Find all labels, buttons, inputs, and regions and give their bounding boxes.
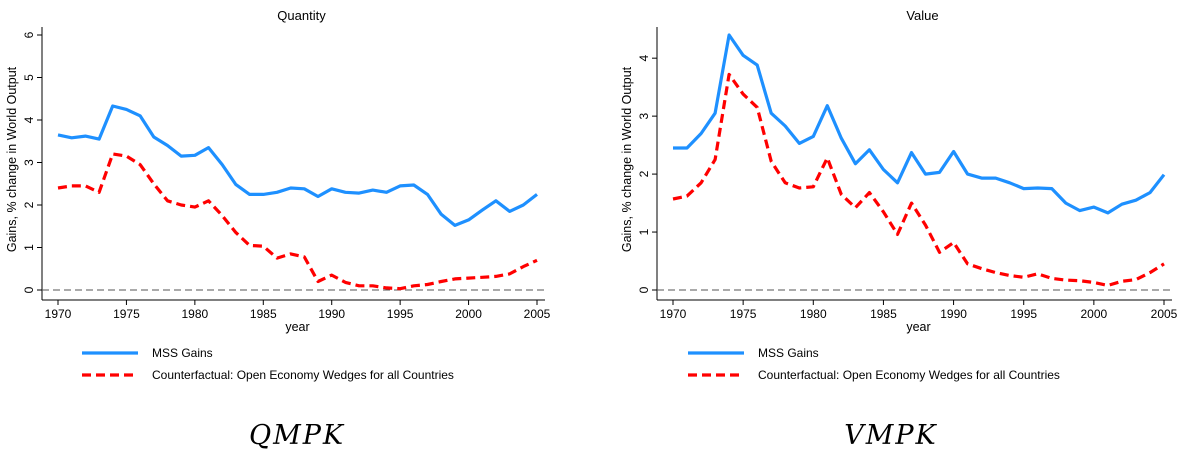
x-tick-label: 1970 <box>45 307 72 321</box>
caption-qmpk: QMPK <box>248 420 346 451</box>
legend-label: MSS Gains <box>152 346 213 360</box>
x-axis-label: year <box>285 320 309 334</box>
chart-panel-quantity: Quantity 0 1 2 3 4 5 6 1970 1975 1980 1985 1990 1995 2… <box>5 8 551 451</box>
x-tick-label: 1990 <box>318 307 345 321</box>
y-tick-label: 1 <box>637 228 651 235</box>
x-tick-label: 1995 <box>1010 307 1037 321</box>
x-tick-label: 1985 <box>870 307 897 321</box>
y-tick-label: 2 <box>22 201 36 208</box>
x-tick-label: 1980 <box>182 307 209 321</box>
y-axis-label: Gains, % change in World Output <box>620 66 634 252</box>
x-tick-label: 1975 <box>730 307 757 321</box>
x-tick-label: 1975 <box>113 307 140 321</box>
chart-title: Quantity <box>277 8 326 23</box>
chart-panel-value: Value 0 1 2 3 4 1970 1975 1980 1985 1990 1995 2000 20… <box>594 0 1188 461</box>
y-tick-label: 0 <box>22 286 36 293</box>
y-tick-label: 6 <box>22 31 36 38</box>
x-tick-label: 2000 <box>1081 307 1108 321</box>
series-line-mss-gains <box>673 33 1166 215</box>
y-tick-label: 0 <box>637 286 651 293</box>
x-tick-label: 2005 <box>524 307 551 321</box>
legend-label: MSS Gains <box>758 346 819 360</box>
y-tick-label: 4 <box>637 55 651 62</box>
series-line-mss-gains <box>57 104 538 227</box>
x-tick-label: 1970 <box>660 307 687 321</box>
y-tick-label: 5 <box>22 74 36 81</box>
y-tick-label: 2 <box>637 170 651 177</box>
y-tick-label: 3 <box>22 159 36 166</box>
x-tick-label: 2005 <box>1151 307 1178 321</box>
x-tick-label: 1995 <box>387 307 414 321</box>
series-line-counterfactual <box>672 72 1165 287</box>
x-tick-label: 1985 <box>250 307 277 321</box>
series-line-counterfactual <box>57 152 538 291</box>
y-tick-label: 3 <box>637 112 651 119</box>
x-tick-label: 1990 <box>940 307 967 321</box>
y-tick-label: 4 <box>22 116 36 123</box>
legend-label: Counterfactual: Open Economy Wedges for … <box>152 368 454 382</box>
y-axis-label: Gains, % change in World Output <box>5 66 19 252</box>
caption-vmpk: VMPK <box>844 420 938 451</box>
x-axis-label: year <box>906 320 930 334</box>
legend-label: Counterfactual: Open Economy Wedges for … <box>758 368 1060 382</box>
chart-quantity: Quantity 0 1 2 3 4 5 6 1970 1975 1980 1985 1990 1995 2… <box>5 8 551 382</box>
x-tick-label: 1980 <box>800 307 827 321</box>
x-tick-label: 2000 <box>455 307 482 321</box>
chart-title: Value <box>906 8 938 23</box>
chart-value: Value 0 1 2 3 4 1970 1975 1980 1985 1990 1995 2000 20… <box>620 8 1178 382</box>
y-tick-label: 1 <box>22 244 36 251</box>
